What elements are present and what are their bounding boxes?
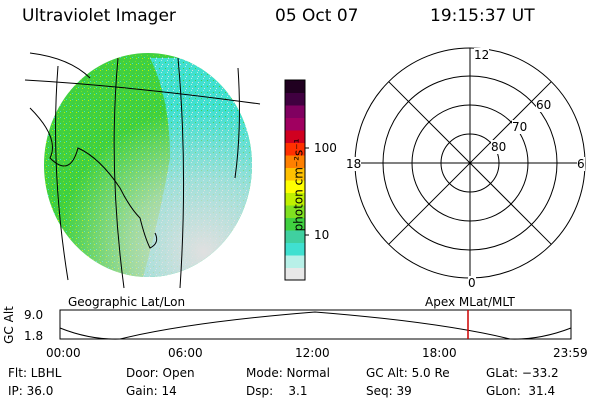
time-tick-0600: 06:00 bbox=[168, 346, 203, 360]
colorbar-swatch bbox=[285, 255, 305, 268]
altitude-curve bbox=[59, 311, 572, 340]
polar-plot bbox=[354, 47, 586, 279]
mlt-label-6: 6 bbox=[577, 157, 585, 171]
colorbar-swatch bbox=[285, 242, 305, 256]
seq-info: Seq: 39 bbox=[366, 384, 412, 398]
colorbar-unit-label: photon cm⁻²s⁻¹ bbox=[291, 138, 306, 232]
altitude-ytick-1-8: 1.8 bbox=[24, 329, 44, 343]
gain-info: Gain: 14 bbox=[126, 384, 177, 398]
colorbar-swatch bbox=[285, 117, 305, 131]
colorbar-swatch bbox=[285, 217, 305, 231]
polar-grid bbox=[354, 47, 586, 279]
geographic-panel-label: Geographic Lat/Lon bbox=[68, 295, 186, 309]
altitude-ylabel: GC Alt bbox=[1, 306, 16, 344]
geographic-image-panel bbox=[24, 52, 261, 289]
gc-alt-info: GC Alt: 5.0 Re bbox=[366, 366, 450, 380]
colorbar-tick-100: 100 bbox=[314, 141, 337, 155]
colorbar-swatch bbox=[285, 230, 305, 243]
mlt-label-0: 0 bbox=[468, 276, 476, 290]
colorbar-swatch bbox=[285, 180, 305, 193]
colorbar-swatch bbox=[285, 267, 305, 281]
instrument-title: Ultraviolet Imager bbox=[22, 6, 176, 26]
altitude-plot bbox=[59, 309, 572, 340]
time-tick-1800: 18:00 bbox=[422, 346, 457, 360]
mode-info: Mode: Normal bbox=[246, 366, 330, 380]
time-tick-0000: 00:00 bbox=[46, 346, 81, 360]
dsp-info: Dsp: 3.1 bbox=[246, 384, 308, 398]
mlat-label-70: 70 bbox=[512, 120, 528, 134]
mlat-label-80: 80 bbox=[491, 140, 507, 154]
time-tick-1200: 12:00 bbox=[295, 346, 330, 360]
time-tick-2359: 23:59 bbox=[553, 346, 588, 360]
colorbar-swatch bbox=[285, 167, 305, 181]
glon-info: GLon: 31.4 bbox=[486, 384, 556, 398]
altitude-ytick-9: 9.0 bbox=[24, 308, 44, 322]
colorbar-swatch bbox=[285, 205, 305, 218]
apex-panel-label: Apex MLat/MLT bbox=[425, 295, 515, 309]
colorbar-swatch bbox=[285, 105, 305, 118]
date-label: 05 Oct 07 bbox=[275, 6, 359, 26]
colorbar-swatch bbox=[285, 155, 305, 168]
ip-info: IP: 36.0 bbox=[8, 384, 54, 398]
colorbar bbox=[284, 79, 309, 281]
polar-uv-coverage bbox=[355, 215, 395, 278]
coastline bbox=[29, 107, 158, 249]
glat-info: GLat: −33.2 bbox=[486, 366, 559, 380]
colorbar-swatch bbox=[285, 192, 305, 206]
colorbar-swatches bbox=[285, 80, 305, 281]
colorbar-swatch bbox=[285, 92, 305, 106]
door-info: Door: Open bbox=[126, 366, 195, 380]
colorbar-swatch bbox=[285, 80, 305, 93]
geographic-grid-lines bbox=[24, 52, 261, 289]
mlt-label-18: 18 bbox=[346, 157, 362, 171]
mlt-label-12: 12 bbox=[474, 48, 490, 62]
colorbar-swatch bbox=[285, 130, 305, 143]
filter-info: Flt: LBHL bbox=[8, 366, 62, 380]
colorbar-swatch bbox=[285, 142, 305, 156]
time-label: 19:15:37 UT bbox=[430, 6, 535, 26]
colorbar-tick-10: 10 bbox=[314, 228, 330, 242]
mlat-label-60: 60 bbox=[536, 98, 552, 112]
